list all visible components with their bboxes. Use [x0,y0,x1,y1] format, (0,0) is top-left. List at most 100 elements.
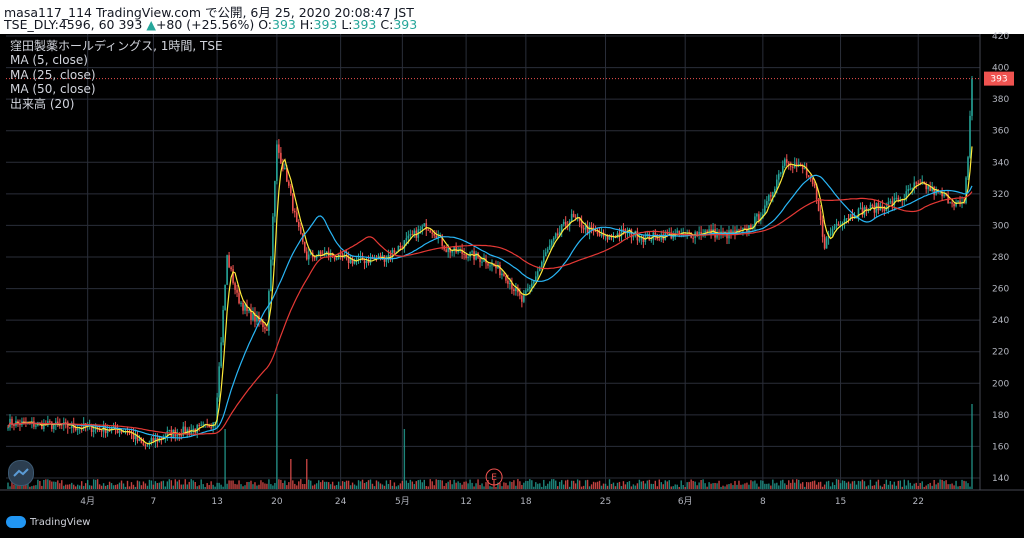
volume-bar [774,483,776,489]
volume-bar [75,486,77,489]
candle-body [738,229,740,231]
volume-bar [98,484,101,489]
volume-bar [35,485,37,489]
volume-bar [469,479,471,489]
volume-bar [907,480,909,489]
candle-body [517,287,519,293]
volume-bar [746,482,748,489]
volume-bar [784,483,786,489]
candle-body [658,239,661,241]
volume-bar [519,481,521,489]
candle-body [853,217,856,219]
candle-body [542,256,545,262]
volume-bar [152,484,155,489]
volume-bar [909,482,911,489]
candle-body [389,255,392,257]
volume-bar [7,482,9,489]
volume-bar [897,480,900,489]
volume-bar [680,480,682,489]
volume-bar [13,484,15,489]
volume-bar [264,483,266,489]
volume-bar [873,485,876,489]
candle-body [931,186,933,191]
candle-body [588,226,591,234]
candle-body [672,236,675,239]
volume-bar [557,486,559,489]
candle-body [276,144,278,181]
candle-body [911,188,914,190]
candle-body [572,213,575,218]
x-tick-label: 6月 [678,496,693,507]
candle-body [941,191,943,197]
x-tick-label: 5月 [395,496,410,507]
volume-bar [901,486,903,489]
candle-body [783,159,786,166]
volume-bar [318,480,320,489]
volume-bar [545,485,547,489]
volume-bar [576,479,579,489]
candle-body [642,237,645,242]
candle-body [959,200,961,204]
volume-bar [327,482,330,489]
volume-bar [762,480,764,489]
volume-bar [363,483,366,489]
y-tick-label: 260 [992,285,1009,295]
change-arrow-icon: ▲ [146,17,156,32]
candle-body [142,443,145,446]
candle-body [758,214,760,221]
volume-bar [134,486,137,489]
volume-bar [124,486,127,489]
volume-bar [465,481,467,489]
volume-bar [800,483,802,489]
volume-bar [734,480,736,489]
volume-bar [815,484,818,489]
legend-ma5: MA (5, close) [10,53,88,68]
candle-body [367,260,370,264]
candle-body [98,428,101,430]
legend: 窪田製薬ホールディングス, 1時間, TSE MA (5, close) MA … [10,39,223,111]
volume-bar [887,484,890,489]
last-price-badge [984,71,1014,86]
candle-body [554,233,557,238]
candle-body [929,186,931,191]
candle-body [859,207,862,209]
volume-bar [198,485,200,489]
candle-body [108,430,111,432]
volume-bar [562,484,565,489]
candle-body [82,423,85,430]
volume-bar [574,483,577,489]
candle-body [538,266,541,272]
candle-body [845,218,848,220]
volume-bar [596,481,599,489]
candle-body [373,258,376,260]
volume-bar [184,479,186,489]
candle-body [357,257,360,260]
y-tick-label: 420 [992,32,1009,42]
candle-body [244,305,246,311]
volume-bar [525,481,527,489]
candle-body [403,240,406,249]
volume-bar [891,484,894,489]
volume-bar [495,486,497,489]
volume-bar [915,482,917,489]
volume-bar [499,483,501,489]
candle-body [218,366,220,398]
low-label: L: [341,17,353,32]
volume-bar [284,480,286,489]
candle-body [843,218,846,224]
candle-body [933,186,935,195]
candle-body [833,226,836,229]
volume-bar [913,483,915,489]
volume-bar [347,480,350,489]
candle-body [766,201,768,206]
candle-body [698,231,700,236]
candle-body [564,221,567,226]
volume-bar [234,483,236,489]
volume-bar [925,485,927,489]
volume-bar [531,480,533,489]
legend-title: 窪田製薬ホールディングス, 1時間, TSE [10,39,223,53]
candle-body [268,291,270,331]
volume-bar [41,485,43,489]
volume-bar [670,486,672,489]
